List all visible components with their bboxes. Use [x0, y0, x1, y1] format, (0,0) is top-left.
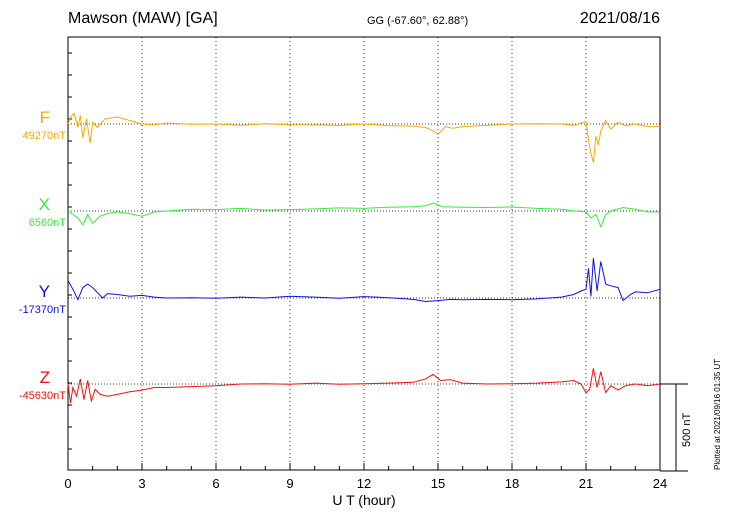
scale-bar-label: 500 nT — [681, 412, 693, 447]
x-tick-label: 21 — [578, 476, 594, 491]
baseline-label-x: 6560nT — [28, 217, 66, 229]
component-label-z: Z — [39, 368, 50, 387]
component-label-y: Y — [38, 282, 50, 301]
series-x-line — [67, 202, 660, 229]
baseline-label-z: -45630nT — [18, 390, 66, 402]
plot-date: 2021/08/16 — [579, 10, 660, 27]
x-tick-label: 15 — [430, 476, 446, 491]
station-title: Mawson (MAW) [GA] — [68, 10, 218, 27]
baseline-label-y: -17370nT — [18, 304, 66, 316]
baseline-label-f: 49270nT — [22, 130, 66, 142]
x-tick-label: 9 — [286, 476, 294, 491]
x-tick-label: 12 — [356, 476, 372, 491]
series-f-line — [67, 112, 660, 163]
x-tick-label: 18 — [504, 476, 520, 491]
component-label-f: F — [39, 108, 50, 127]
series-z-line — [67, 368, 661, 404]
plotted-timestamp: Plotted at 2021/09/16 01:35 UT — [713, 358, 722, 470]
component-label-x: X — [38, 195, 50, 214]
x-axis-label: U T (hour) — [332, 492, 396, 508]
series-y-line — [67, 257, 661, 303]
x-tick-label: 6 — [212, 476, 220, 491]
x-tick-label: 0 — [64, 476, 72, 491]
x-tick-label: 3 — [138, 476, 146, 491]
geographic-coordinates: GG (-67.60°, 62.88°) — [367, 15, 469, 27]
x-tick-label: 24 — [652, 476, 668, 491]
